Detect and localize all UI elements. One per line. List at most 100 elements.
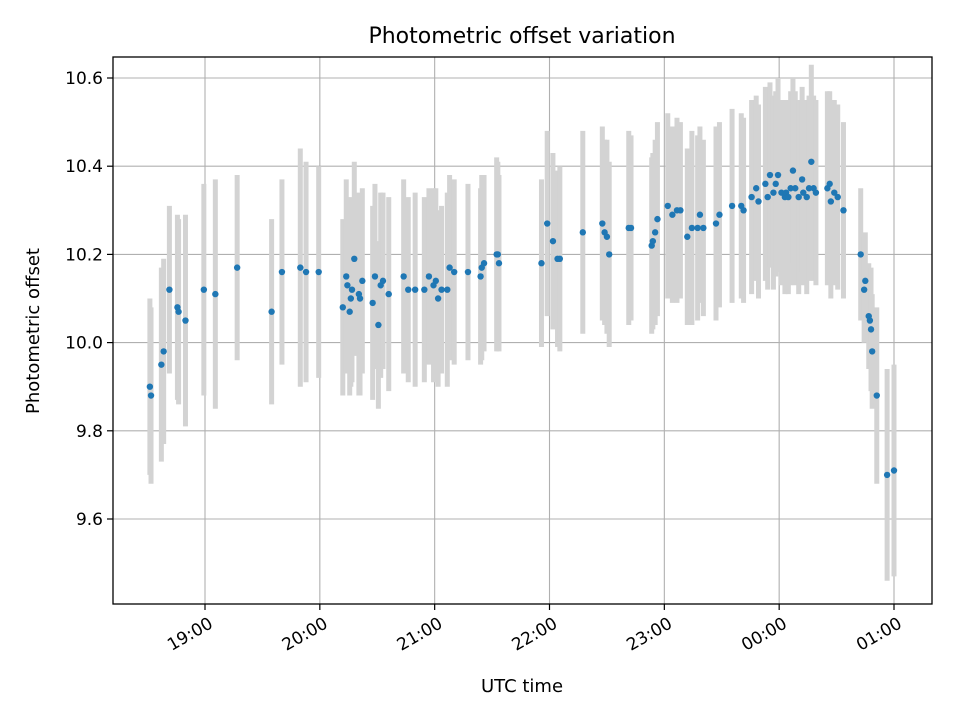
data-point: [339, 304, 346, 311]
data-point: [268, 308, 275, 315]
data-point: [375, 321, 382, 329]
data-point: [175, 308, 182, 315]
data-point: [805, 185, 813, 192]
data-point: [405, 286, 412, 293]
data-point: [379, 277, 387, 285]
data-point: [538, 260, 545, 267]
data-point: [494, 251, 502, 258]
data-point: [385, 290, 392, 298]
data-point: [778, 189, 785, 196]
plot-frame: [112, 56, 933, 605]
data-point: [464, 268, 472, 276]
data-point: [599, 220, 606, 227]
data-point: [444, 286, 451, 293]
data-point: [834, 193, 841, 201]
data-point: [182, 317, 189, 324]
data-point: [840, 207, 847, 214]
data-point: [649, 237, 657, 245]
data-point: [603, 233, 611, 240]
data-point: [803, 193, 810, 201]
data-point: [772, 180, 779, 188]
data-point: [787, 185, 794, 192]
data-point: [748, 193, 755, 201]
data-point: [158, 361, 165, 368]
data-point: [480, 260, 488, 267]
data-point: [425, 273, 433, 280]
data-point: [785, 193, 792, 201]
data-point: [890, 467, 898, 474]
data-point: [808, 158, 815, 165]
data-point: [792, 185, 799, 192]
data-point: [421, 286, 428, 293]
data-point: [369, 299, 376, 307]
data-point: [315, 268, 322, 276]
x-tick-label: 19:00: [164, 614, 216, 656]
data-point: [800, 189, 807, 196]
data-point: [278, 268, 286, 276]
data-point: [728, 202, 736, 210]
data-point: [883, 471, 891, 479]
data-point: [755, 198, 762, 205]
data-point: [740, 207, 747, 214]
data-point: [343, 273, 350, 280]
data-point: [450, 268, 458, 276]
data-point: [146, 383, 154, 390]
data-point: [346, 308, 353, 315]
x-tick-label: 01:00: [853, 614, 905, 656]
data-point: [696, 211, 704, 218]
data-point: [873, 392, 880, 399]
data-point: [764, 193, 771, 201]
data-point: [694, 224, 701, 232]
data-point: [344, 282, 351, 289]
data-point: [606, 251, 613, 258]
data-point: [438, 286, 445, 293]
data-point: [579, 229, 587, 236]
data-point: [359, 277, 366, 285]
y-tick-label: 10.4: [65, 157, 103, 177]
data-point: [700, 224, 707, 232]
data-point: [446, 264, 453, 271]
data-point: [147, 392, 155, 399]
data-point: [669, 211, 676, 218]
data-point: [371, 273, 379, 280]
data-point: [297, 264, 304, 271]
x-tick-label: 21:00: [394, 614, 446, 656]
data-point: [868, 348, 876, 355]
data-point: [664, 202, 671, 210]
data-point: [826, 180, 833, 188]
y-tick-label: 9.8: [76, 422, 103, 442]
data-point: [789, 167, 797, 174]
data-point: [549, 237, 557, 245]
data-point: [200, 286, 208, 293]
data-point: [302, 268, 310, 276]
y-tick-label: 10.0: [65, 334, 103, 354]
data-point: [651, 229, 659, 236]
data-point: [867, 326, 875, 333]
data-point: [753, 185, 760, 192]
data-point: [432, 277, 440, 285]
data-point: [654, 215, 661, 223]
data-point: [400, 273, 407, 280]
data-point: [166, 286, 173, 293]
data-point: [762, 180, 769, 188]
y-tick-label: 10.2: [65, 245, 103, 265]
data-point: [857, 251, 864, 258]
data-point: [716, 211, 723, 218]
x-tick-label: 23:00: [623, 614, 675, 656]
data-point: [688, 224, 696, 232]
data-point: [862, 277, 869, 285]
data-point: [627, 224, 635, 232]
data-point: [766, 171, 774, 179]
data-point: [712, 220, 720, 227]
data-point: [347, 295, 355, 302]
data-point: [411, 286, 419, 293]
data-point: [831, 189, 838, 196]
y-axis-label: Photometric offset: [23, 248, 44, 414]
x-tick-label: 20:00: [279, 614, 331, 656]
data-point: [684, 233, 691, 240]
x-axis-label: UTC time: [481, 676, 563, 697]
data-point: [774, 171, 782, 179]
error-bars: [147, 64, 897, 581]
data-point: [351, 255, 358, 263]
